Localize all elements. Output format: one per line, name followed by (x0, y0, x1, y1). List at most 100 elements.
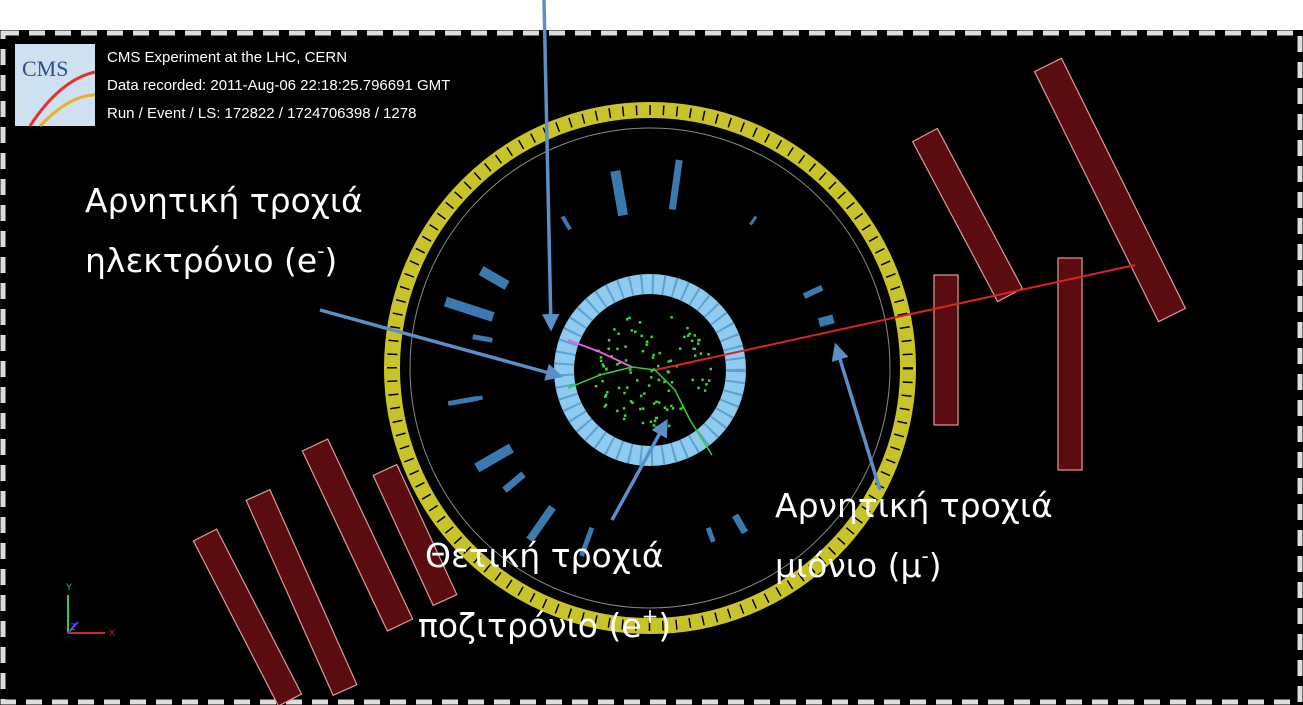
muon-chambers (192, 57, 1187, 705)
hit (697, 339, 700, 342)
hit (670, 316, 673, 319)
muon-chamber (933, 274, 959, 426)
tower (502, 471, 526, 493)
hit (639, 394, 643, 398)
hit (690, 339, 694, 343)
muon-chamber (372, 463, 458, 607)
hit (636, 379, 639, 382)
tower (579, 526, 595, 557)
ring-ticks (387, 105, 913, 631)
hit (653, 419, 657, 423)
hit (610, 355, 613, 358)
label-part: ηλεκτρόνιο (e (85, 241, 317, 280)
hit (667, 389, 671, 393)
muon-chamber (1057, 257, 1083, 471)
hit (639, 407, 642, 411)
tower (610, 170, 629, 217)
label-sup: - (922, 544, 929, 568)
hit (683, 335, 686, 339)
hit (692, 347, 695, 350)
towers (443, 159, 835, 557)
hit (602, 365, 605, 368)
label-part: ) (324, 241, 337, 280)
hit (696, 342, 700, 345)
arrow (319, 308, 564, 381)
hit (606, 390, 609, 394)
label: ηλεκτρόνιο (e-) (85, 239, 337, 280)
hit (607, 347, 610, 350)
header-line: CMS Experiment at the LHC, CERN (107, 49, 347, 66)
hit (629, 371, 632, 374)
hit (666, 408, 669, 411)
hit (693, 354, 697, 357)
hit (617, 332, 620, 336)
hit (647, 384, 651, 387)
hit (645, 340, 649, 343)
hit (643, 392, 646, 395)
hit (657, 378, 661, 382)
label: μιόνιο (μ-) (775, 544, 942, 585)
axis-label: X (109, 628, 115, 638)
hit (616, 409, 619, 413)
tower (749, 215, 758, 226)
logo-decor (28, 70, 96, 127)
tower (560, 215, 572, 231)
tower (526, 504, 556, 543)
hit (701, 378, 704, 381)
hit (667, 360, 670, 363)
hit (601, 363, 605, 366)
hit (651, 356, 655, 359)
hit (691, 378, 694, 382)
hit (628, 316, 631, 320)
muon-chamber (245, 488, 358, 697)
hit (604, 403, 608, 407)
hit (686, 334, 690, 337)
muon-track (654, 264, 1136, 371)
hit (607, 338, 611, 342)
hits (594, 316, 713, 432)
tower (472, 334, 493, 343)
tower (668, 159, 683, 211)
hit (629, 368, 632, 371)
inner-ring (409, 127, 891, 609)
header-line: Run / Event / LS: 172822 / 1724706398 / … (107, 105, 416, 122)
arrow (831, 342, 882, 491)
hit (634, 330, 637, 333)
hit (667, 371, 670, 374)
hit (663, 406, 667, 409)
tower (478, 266, 510, 290)
hit (604, 395, 607, 398)
tower (802, 284, 824, 299)
calorimeter-segments (554, 274, 746, 466)
hit (658, 351, 661, 355)
label-part: μιόνιο (μ (775, 546, 922, 585)
arrow (610, 418, 668, 521)
hit (622, 417, 626, 421)
header-line: Data recorded: 2011-Aug-06 22:18:25.7966… (107, 77, 450, 94)
logo-decor (38, 93, 96, 128)
hit (705, 383, 708, 386)
hit (697, 386, 700, 390)
hit (603, 405, 607, 408)
hit (613, 328, 616, 331)
hit (699, 352, 703, 355)
label-part: ποζιτρόνιο (e (418, 606, 642, 645)
hit (669, 359, 673, 362)
hit (652, 402, 656, 405)
arrows (319, 0, 882, 521)
hit (652, 424, 656, 427)
muon-chamber (1033, 57, 1187, 323)
hit (630, 329, 634, 332)
hit (624, 345, 627, 348)
hit (629, 400, 633, 403)
frame (0, 30, 1303, 705)
hit (641, 421, 645, 425)
hit (638, 321, 642, 324)
hit (657, 401, 661, 404)
hit (667, 424, 671, 428)
label-part: ) (658, 606, 671, 645)
label: ποζιτρόνιο (e+) (418, 604, 671, 645)
hit (640, 334, 643, 338)
axis-label: Z (70, 622, 76, 632)
